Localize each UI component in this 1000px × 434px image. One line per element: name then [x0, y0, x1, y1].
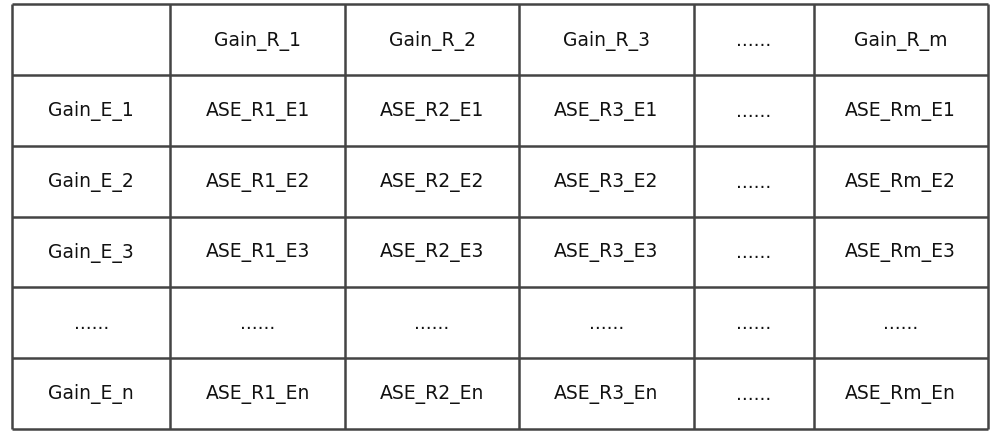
Text: ......: ...... [883, 313, 918, 332]
Text: ......: ...... [736, 384, 771, 403]
Text: ......: ...... [736, 313, 771, 332]
Text: ......: ...... [736, 172, 771, 191]
Text: ......: ...... [240, 313, 275, 332]
Text: ......: ...... [736, 243, 771, 262]
Text: ASE_Rm_En: ASE_Rm_En [845, 384, 956, 403]
Text: ......: ...... [414, 313, 450, 332]
Text: ASE_R1_En: ASE_R1_En [205, 384, 310, 403]
Text: Gain_E_3: Gain_E_3 [48, 242, 134, 262]
Text: ASE_R3_En: ASE_R3_En [554, 384, 659, 403]
Text: Gain_E_2: Gain_E_2 [48, 172, 134, 192]
Text: ASE_R2_En: ASE_R2_En [380, 384, 484, 403]
Text: ASE_Rm_E2: ASE_Rm_E2 [845, 172, 956, 191]
Text: ......: ...... [74, 313, 109, 332]
Text: ASE_R1_E3: ASE_R1_E3 [205, 243, 310, 262]
Text: Gain_E_1: Gain_E_1 [48, 101, 134, 121]
Text: ......: ...... [736, 102, 771, 121]
Text: Gain_R_3: Gain_R_3 [563, 30, 650, 50]
Text: Gain_R_m: Gain_R_m [854, 30, 948, 50]
Text: ASE_Rm_E1: ASE_Rm_E1 [845, 102, 956, 121]
Text: Gain_R_2: Gain_R_2 [389, 30, 476, 50]
Text: ASE_R1_E2: ASE_R1_E2 [205, 172, 310, 191]
Text: ASE_R2_E2: ASE_R2_E2 [380, 172, 484, 191]
Text: ASE_Rm_E3: ASE_Rm_E3 [845, 243, 956, 262]
Text: ......: ...... [589, 313, 624, 332]
Text: Gain_E_n: Gain_E_n [48, 384, 134, 404]
Text: ASE_R2_E3: ASE_R2_E3 [380, 243, 484, 262]
Text: ASE_R3_E1: ASE_R3_E1 [554, 102, 659, 121]
Text: ASE_R3_E2: ASE_R3_E2 [554, 172, 659, 191]
Text: ASE_R1_E1: ASE_R1_E1 [205, 102, 310, 121]
Text: ......: ...... [736, 31, 771, 50]
Text: ASE_R2_E1: ASE_R2_E1 [380, 102, 484, 121]
Text: ASE_R3_E3: ASE_R3_E3 [554, 243, 659, 262]
Text: Gain_R_1: Gain_R_1 [214, 30, 301, 50]
